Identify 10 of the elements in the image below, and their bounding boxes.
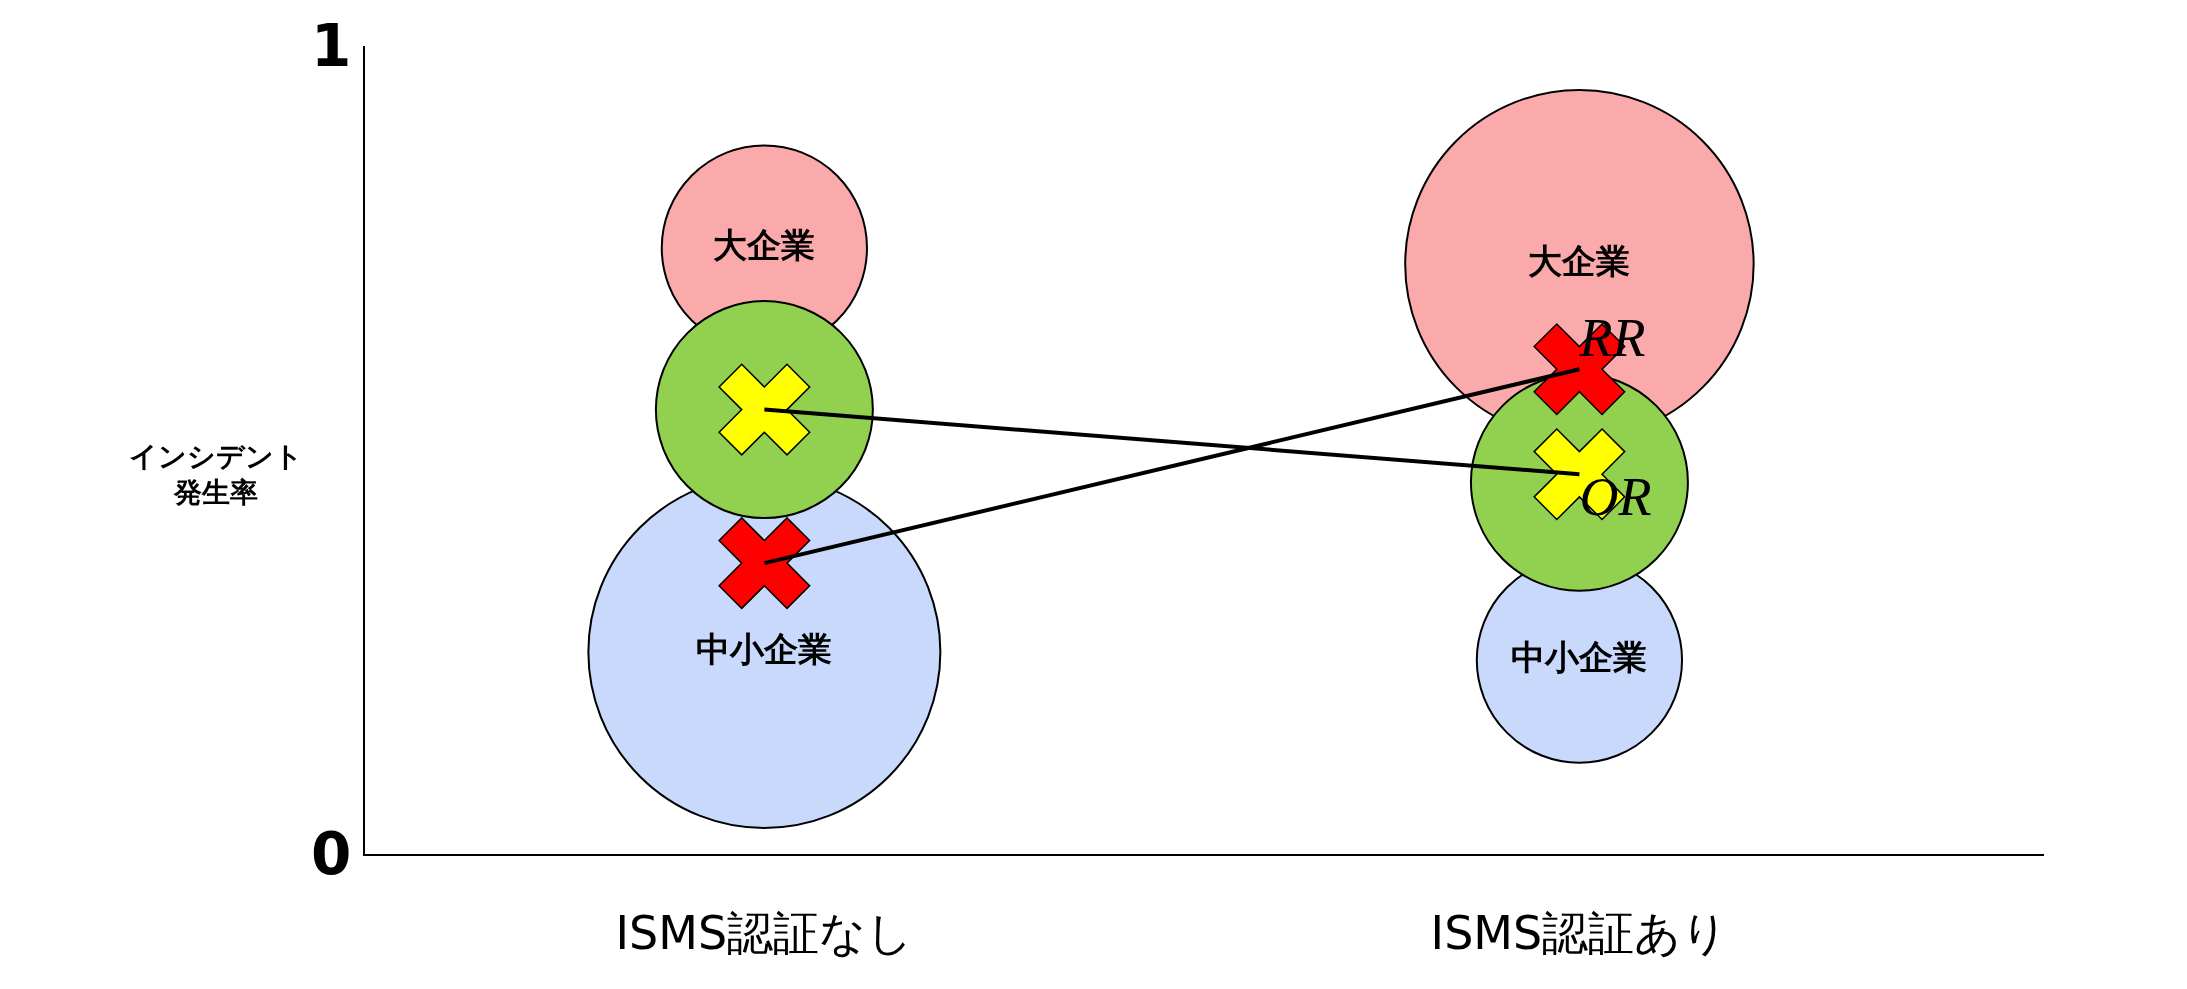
x-tick-label: ISMS認証あり (1430, 906, 1729, 961)
y-tick-label: 0 (311, 820, 352, 889)
series-label: 大企業 (713, 224, 816, 265)
y-axis-title: インシデント発生率 (129, 440, 303, 510)
text: 中小企業 (696, 628, 833, 669)
text: 大企業 (1528, 240, 1631, 281)
y-tick-label: 1 (311, 12, 352, 81)
series-label: 中小企業 (1511, 636, 1648, 677)
point (718, 517, 811, 610)
x-tick-label: ISMS認証なし (615, 906, 914, 961)
